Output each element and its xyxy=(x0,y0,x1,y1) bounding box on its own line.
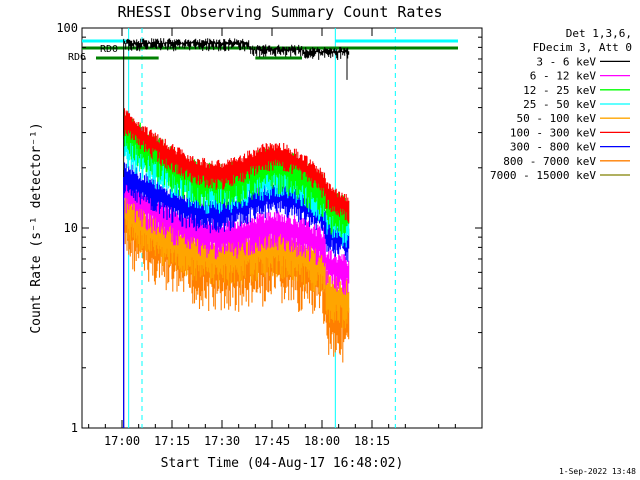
rd6-label: RD6 xyxy=(68,52,86,63)
legend-header: Det 1,3,6, xyxy=(566,27,632,40)
legend-label: 12 - 25 keV xyxy=(523,84,596,97)
x-tick-label: 17:30 xyxy=(204,434,240,448)
legend-label: 3 - 6 keV xyxy=(536,55,596,68)
y-axis-label: Count Rate (s⁻¹ detector⁻¹) xyxy=(29,122,44,333)
x-tick-label: 18:15 xyxy=(354,434,390,448)
footer-timestamp: 1-Sep-2022 13:48 xyxy=(559,467,636,476)
data-layer: RD0 xyxy=(82,28,458,428)
chart-title: RHESSI Observing Summary Count Rates xyxy=(117,3,442,21)
legend-label: 800 - 7000 keV xyxy=(503,155,596,168)
legend-label: 300 - 800 keV xyxy=(510,141,596,154)
x-tick-label: 17:45 xyxy=(254,434,290,448)
legend-label: 50 - 100 keV xyxy=(517,112,597,125)
axes-layer: 1 10 100 17:00 17:15 17:30 17:45 18:00 18:15 RD6 xyxy=(56,21,482,448)
rd0-label: RD0 xyxy=(100,44,118,55)
legend-header: FDecim 3, Att 0 xyxy=(533,41,632,54)
y-tick-label: 10 xyxy=(64,221,78,235)
series-trace-3-6kev xyxy=(123,38,350,428)
y-tick-label: 100 xyxy=(56,21,78,35)
y-tick-label: 1 xyxy=(71,421,78,435)
legend-label: 100 - 300 keV xyxy=(510,126,596,139)
legend: Det 1,3,6,FDecim 3, Att 03 - 6 keV 6 - 12… xyxy=(490,27,632,182)
x-axis-label: Start Time (04-Aug-17 16:48:02) xyxy=(161,456,404,471)
x-tick-label: 18:00 xyxy=(304,434,340,448)
legend-label: 7000 - 15000 keV xyxy=(490,169,596,182)
x-tick-label: 17:00 xyxy=(104,434,140,448)
legend-label: 25 - 50 keV xyxy=(523,98,596,111)
x-tick-label: 17:15 xyxy=(154,434,190,448)
legend-label: 6 - 12 keV xyxy=(530,70,597,83)
